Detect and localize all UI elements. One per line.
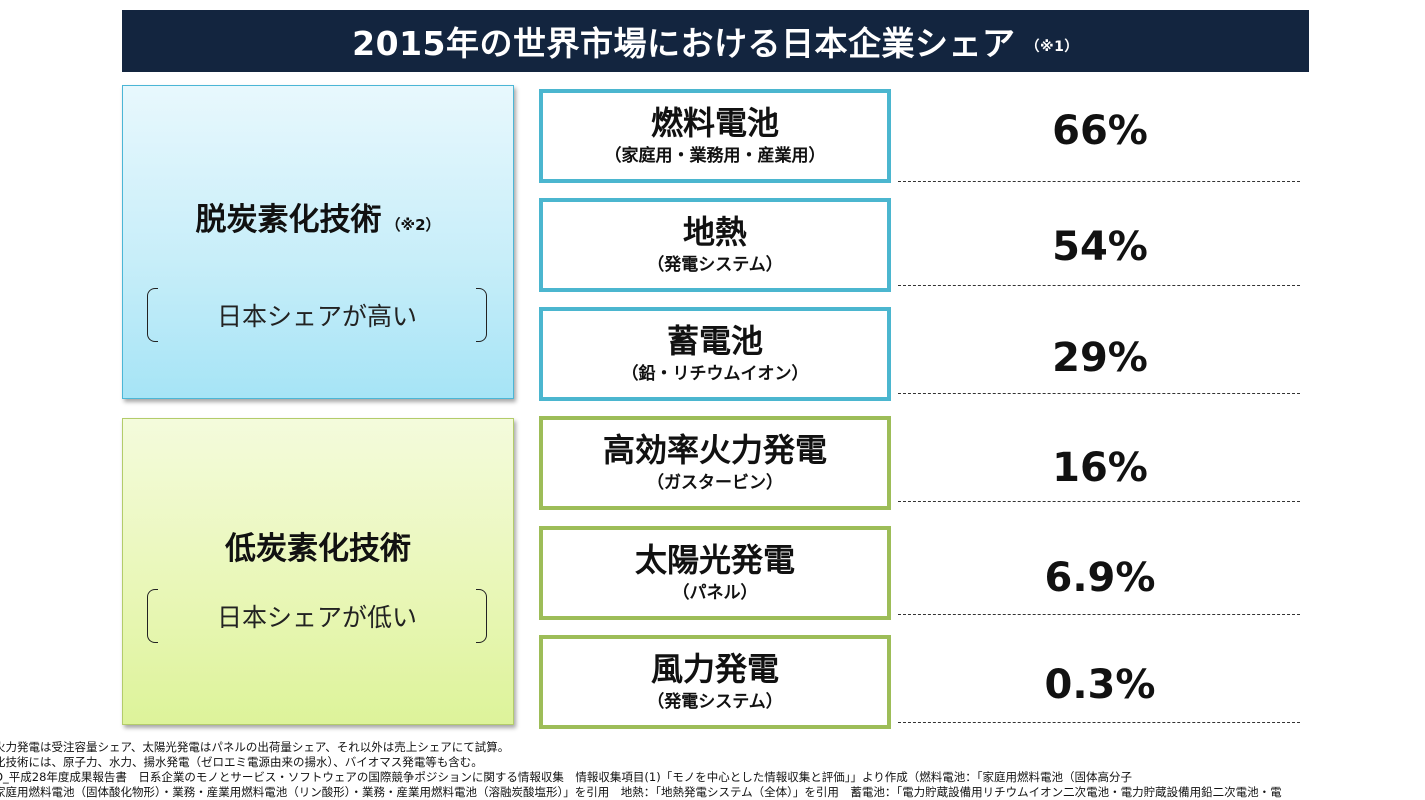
group-decarbonization: 脱炭素化技術 （※2） 日本シェアが高い [122,85,514,399]
group-title-text: 低炭素化技術 [225,531,411,567]
tech-box-geothermal: 地熱 （発電システム） [539,198,891,292]
share-wind: 0.3% [1044,662,1156,708]
tech-sub: （パネル） [672,583,758,603]
share-thermal-power: 16% [1052,445,1148,491]
right-bracket [476,589,487,643]
tech-name: 太陽光発電 [634,541,795,579]
group-title-note: （※2） [385,216,441,234]
right-bracket [476,288,487,342]
tech-name: 燃料電池 [650,104,779,142]
tech-sub: （家庭用・業務用・産業用） [604,146,826,166]
footnote-line: 火力発電は受注容量シェア、太陽光発電はパネルの出荷量シェア、それ以外は売上シェア… [0,740,510,754]
share-fuel-cell: 66% [1052,108,1148,154]
footnote-line: 化技術には、原子力、水力、揚水発電（ゼロエミ電源由来の揚水）、バイオマス発電等も… [0,755,483,769]
page-title: 2015年の世界市場における日本企業シェア [352,24,1016,63]
tech-name: 蓄電池 [666,322,763,360]
share-geothermal: 54% [1052,224,1148,270]
divider [898,722,1300,723]
tech-name: 風力発電 [650,650,779,688]
caption-high-share: 日本シェアが高い [216,302,417,331]
left-bracket [147,288,158,342]
tech-sub: （鉛・リチウムイオン） [621,364,809,384]
tech-name: 高効率火力発電 [602,431,827,469]
tech-sub: （発電システム） [647,692,783,712]
footnote-line: 家庭用燃料電池（固体酸化物形）・業務・産業用燃料電池（リン酸形）・業務・産業用燃… [0,785,1282,799]
tech-sub: （ガスタービン） [647,473,783,493]
tech-name: 地熱 [682,213,747,251]
bracket-caption-high: 日本シェアが高い [147,288,487,342]
divider [898,285,1300,286]
group-low-carbon: 低炭素化技術 日本シェアが低い [122,418,514,725]
share-battery: 29% [1052,335,1148,381]
tech-box-wind: 風力発電 （発電システム） [539,635,891,729]
caption-low-share: 日本シェアが低い [216,603,417,632]
tech-sub: （発電システム） [647,255,783,275]
footnote-line: O_平成28年度成果報告書 日系企業のモノとサービス・ソフトウェアの国際競争ポジ… [0,770,1132,784]
bracket-caption-low: 日本シェアが低い [147,589,487,643]
divider [898,501,1300,502]
group-title-decarbonization: 脱炭素化技術 （※2） [123,194,513,239]
share-solar: 6.9% [1044,555,1156,601]
group-title-low-carbon: 低炭素化技術 [123,523,513,568]
divider [898,614,1300,615]
group-title-text: 脱炭素化技術 [195,202,382,238]
left-bracket [147,589,158,643]
divider [898,181,1300,182]
tech-box-thermal-power: 高効率火力発電 （ガスタービン） [539,416,891,510]
footnotes: 火力発電は受注容量シェア、太陽光発電はパネルの出荷量シェア、それ以外は売上シェア… [0,740,1425,800]
tech-box-solar: 太陽光発電 （パネル） [539,526,891,620]
tech-box-fuel-cell: 燃料電池 （家庭用・業務用・産業用） [539,89,891,183]
tech-box-battery: 蓄電池 （鉛・リチウムイオン） [539,307,891,401]
divider [898,393,1300,394]
title-banner: 2015年の世界市場における日本企業シェア （※1） [122,10,1309,72]
title-note: （※1） [1025,39,1079,55]
